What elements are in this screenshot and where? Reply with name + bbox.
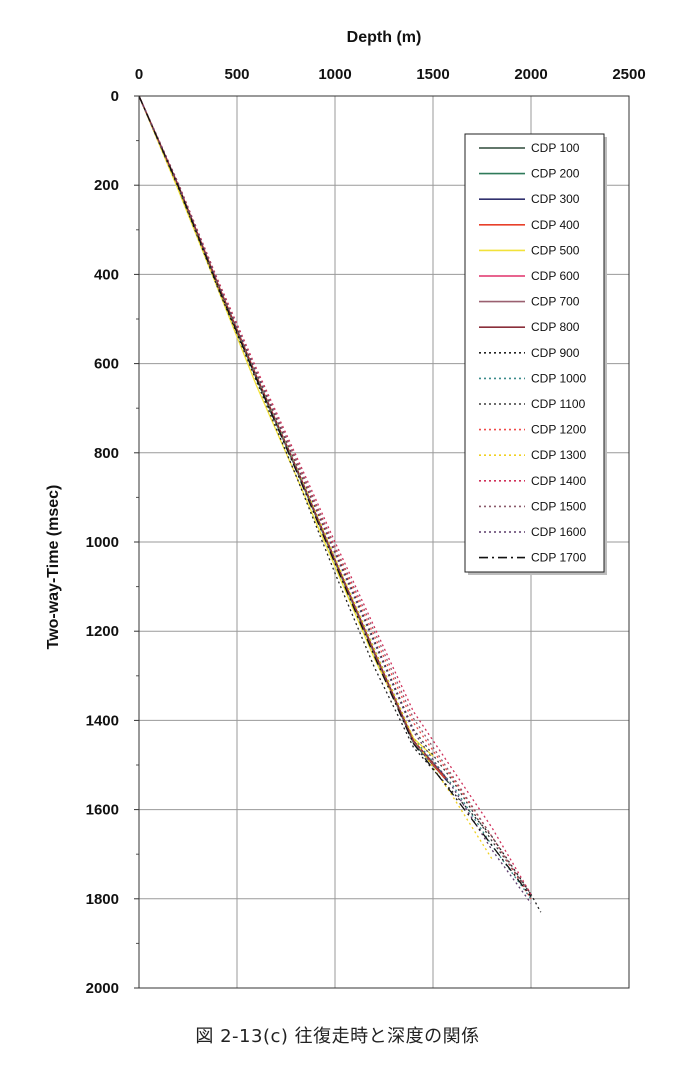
x-tick-label: 2500 [612,66,645,83]
y-tick-label: 1400 [86,712,119,729]
legend-label: CDP 500 [531,243,580,257]
y-tick-label: 1200 [86,623,119,640]
series-line [138,95,446,779]
series-line [138,95,542,913]
legend-label: CDP 1600 [531,525,586,539]
x-tick-label: 0 [135,66,143,83]
legend-label: CDP 1200 [531,423,586,437]
x-tick-label: 500 [224,66,249,83]
series-line [138,95,448,779]
legend-box [464,133,605,573]
legend-label: CDP 900 [531,346,580,360]
legend-label: CDP 100 [531,141,580,155]
y-tick-label: 800 [94,445,119,462]
legend: CDP 100 CDP 200 CDP 300 CDP 400 CDP 500 CDP 6… [464,133,607,575]
legend-label: CDP 1500 [531,499,586,513]
legend-label: CDP 200 [531,167,580,181]
legend-label: CDP 1300 [531,448,586,462]
legend-label: CDP 700 [531,295,580,309]
series-line [138,95,493,860]
series-line [138,95,448,782]
legend-label: CDP 1000 [531,371,586,385]
series-line [138,95,532,904]
y-tick-label: 1000 [86,534,119,551]
y-tick-label: 400 [94,266,119,283]
y-tick-label: 200 [94,177,119,194]
legend-label: CDP 1700 [531,551,586,565]
x-tick-label: 2000 [514,66,547,83]
series-line [138,95,446,779]
axis-ticks: 0 500 1000 1500 2000 2500 0 200 400 600 800 1000 120… [86,66,646,997]
y-tick-label: 1600 [86,802,119,819]
legend-label: CDP 600 [531,269,580,283]
x-tick-label: 1000 [318,66,351,83]
series-line [138,95,434,757]
y-axis-title: Two-way-Time (msec) [45,485,62,650]
figure-caption: 図 2-13(c) 往復走時と深度の関係 [195,1026,480,1047]
y-tick-label: 0 [111,88,119,105]
y-tick-label: 2000 [86,980,119,997]
legend-label: CDP 1100 [531,397,586,411]
y-tick-label: 600 [94,356,119,373]
x-tick-label: 1500 [416,66,449,83]
legend-label: CDP 400 [531,218,580,232]
legend-label: CDP 800 [531,320,580,334]
legend-label: CDP 300 [531,192,580,206]
series-lines [138,95,542,913]
y-tick-label: 1800 [86,891,119,908]
x-axis-title: Depth (m) [347,29,422,46]
plot-area-frame [138,95,630,989]
series-line [138,95,450,784]
legend-label: CDP 1400 [531,474,586,488]
